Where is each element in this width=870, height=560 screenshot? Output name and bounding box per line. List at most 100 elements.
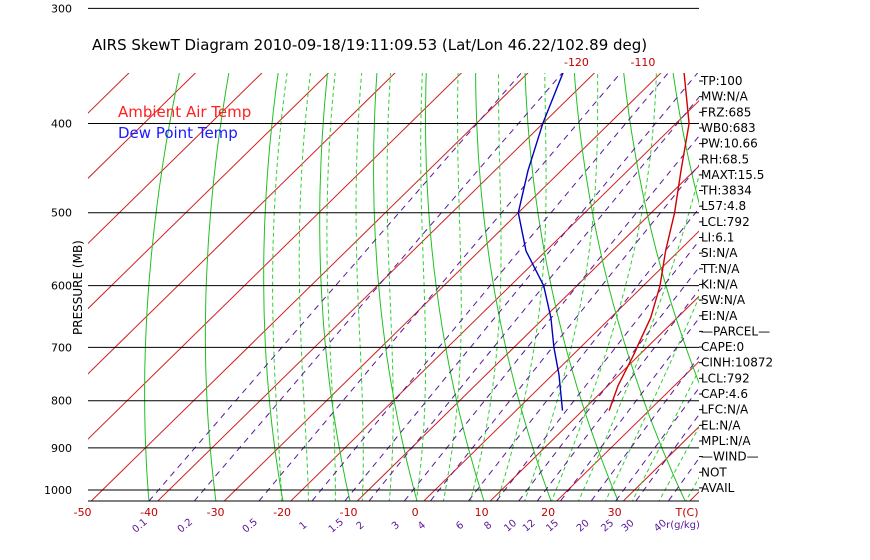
bottom-temp-tick-label: 20 [541, 506, 555, 519]
mixing-ratio-tick-label: 8 [482, 520, 494, 533]
dry-adiabat-line [144, 73, 180, 501]
mixing-ratio-tick-label: 15 [544, 518, 561, 535]
mixing-ratio-tick-label: 25 [599, 518, 616, 535]
index-label: LCL:792 [701, 371, 750, 385]
index-label: LI:6.1 [701, 231, 734, 245]
isotherm-line [223, 73, 662, 501]
mixing-ratio-line [311, 73, 669, 501]
mixing-ratio-tick-label: 0.5 [241, 517, 260, 536]
mixing-ratio-line [495, 240, 699, 501]
dry-adiabat-line [204, 73, 230, 501]
pressure-tick-label: 800 [51, 395, 72, 408]
mixing-ratio-tick-label: 3 [390, 520, 402, 533]
moist-adiabat-line [415, 73, 427, 501]
mixing-ratio-tick-label: 0.2 [176, 517, 195, 536]
moist-adiabat-line [550, 73, 657, 501]
mixing-ratio-line [590, 356, 699, 501]
series-layer [517, 73, 690, 411]
mixing-ratio-line [368, 96, 699, 501]
isotherm-line [88, 73, 197, 179]
mixing-ratio-tick-label: 12 [521, 518, 538, 535]
dry-adiabat-line [425, 73, 485, 501]
bottom-temp-tick-label: -40 [140, 506, 158, 519]
mixing-ratio-line [536, 289, 699, 501]
bottom-temp-tick-label: -30 [207, 506, 225, 519]
index-label: KI:N/A [701, 277, 738, 291]
mixing-ratio-tick-label: 20 [575, 518, 592, 535]
isobar-layer [88, 7, 699, 502]
bottom-temp-tick-label: 0 [412, 506, 419, 519]
index-label: MAXT:15.5 [701, 168, 764, 182]
index-label: NOT [701, 465, 727, 479]
mixing-ratio-line [614, 387, 699, 501]
index-label: TP:100 [700, 74, 743, 88]
moist-adiabat-line [658, 426, 699, 501]
index-label: EL:N/A [701, 418, 741, 432]
mixing-ratio-line [635, 413, 699, 501]
mixing-ratio-line [258, 73, 622, 501]
pressure-tick-label: 600 [51, 280, 72, 293]
isotherm-line [423, 230, 699, 501]
isotherm-line [88, 73, 463, 440]
dry-adiabat-line [824, 0, 870, 510]
bottom-temp-tick-label: -10 [340, 506, 358, 519]
index-label: CINH:10872 [701, 356, 773, 370]
isotherm-line [88, 73, 263, 245]
dry-adiabat-line [744, 0, 870, 510]
mixing-ratio-line [429, 164, 699, 501]
mixing-ratio-tick-label: 1 [298, 520, 310, 533]
bottom-temp-tick-label: 10 [475, 506, 489, 519]
mixing-ratio-tick-label: 1.5 [327, 517, 346, 536]
mixing-ratio-line [559, 317, 699, 501]
pressure-tick-label: 700 [51, 341, 72, 354]
pressure-tick-label: 900 [51, 442, 72, 455]
moist-adiabat-line [497, 73, 547, 501]
index-label: —PARCEL— [701, 324, 770, 338]
isotherm-line [90, 73, 529, 501]
index-label: EI:N/A [701, 309, 738, 323]
index-label: SW:N/A [701, 293, 746, 307]
moist-adiabat-line [298, 73, 311, 501]
legend: Ambient Air Temp Dew Point Temp [118, 103, 251, 142]
moist-adiabat-line [604, 296, 699, 501]
index-label: L57:4.8 [701, 199, 746, 213]
dry-adiabat-line [475, 73, 552, 501]
isotherm-line [0, 0, 577, 510]
mixing-ratio-unit-label: r(g/kg) [666, 520, 700, 531]
moist-adiabat-line [326, 73, 336, 501]
bottom-temp-tick-label: 30 [608, 506, 622, 519]
dry-adiabat-line [524, 73, 619, 501]
legend-dew-point-temp: Dew Point Temp [118, 124, 238, 142]
top-temp-tick-label: -120 [564, 56, 589, 69]
mixing-ratio-tick-label: 30 [620, 518, 637, 535]
isotherm-line [88, 73, 130, 114]
dry-adiabat-line [623, 73, 699, 385]
moist-adiabat-line [577, 173, 699, 501]
ambient-air-temp-line [608, 73, 690, 411]
index-label: WB0:683 [701, 121, 756, 135]
pressure-tick-label: 500 [51, 207, 72, 220]
bottom-temp-tick-label: -20 [273, 506, 291, 519]
mixing-ratio-line [344, 73, 699, 501]
x-axis-label: T(C) [675, 506, 699, 519]
chart-title: AIRS SkewT Diagram 2010-09-18/19:11:09.5… [92, 36, 647, 54]
pressure-tick-label: 300 [51, 2, 72, 15]
legend-ambient-air-temp: Ambient Air Temp [118, 103, 251, 121]
dry-adiabat-line [785, 0, 870, 510]
index-label: MW:N/A [701, 90, 749, 104]
mixing-ratio-line [667, 457, 699, 501]
mixing-ratio-line [518, 266, 699, 501]
mixing-ratio-tick-label: 2 [355, 520, 367, 533]
index-label: MPL:N/A [701, 434, 751, 448]
isotherm-line [157, 73, 596, 501]
mixing-ratio-tick-label: 4 [416, 520, 428, 533]
mixing-ratio-tick-label: 10 [502, 518, 519, 535]
moist-adiabat-line [631, 368, 699, 501]
dry-adiabat-line [573, 73, 686, 501]
bottom-temp-tick-label: -50 [74, 506, 92, 519]
index-label: SI:N/A [701, 246, 738, 260]
moist-adiabat-line [469, 73, 502, 501]
y-axis-label: PRESSURE (MB) [71, 240, 85, 335]
